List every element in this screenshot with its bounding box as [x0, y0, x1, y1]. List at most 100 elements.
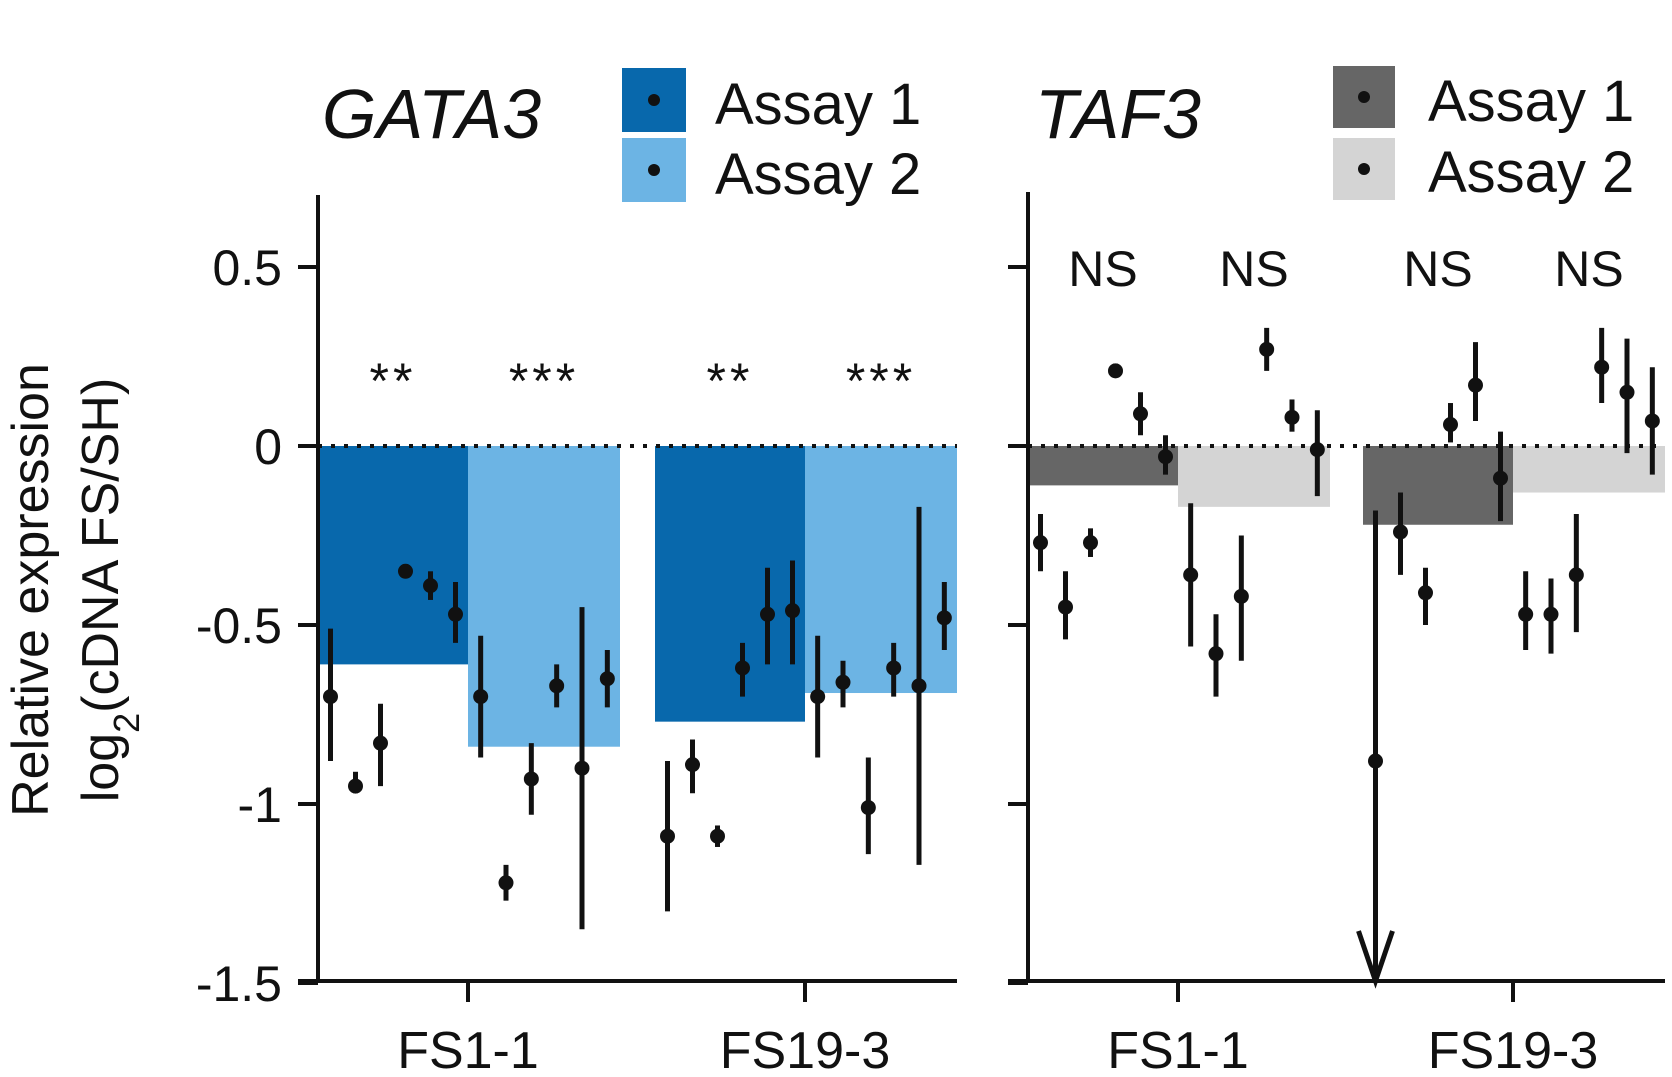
points-gata3: [323, 506, 952, 930]
data-point: [448, 606, 463, 622]
y-tick-label: -1: [238, 777, 282, 833]
data-point: [1284, 409, 1300, 425]
data-point: [835, 674, 851, 690]
significance-label: NS: [1219, 241, 1288, 297]
data-point: [1208, 646, 1224, 662]
data-point: [710, 828, 725, 844]
bar-fs1-1-assay-2: [468, 446, 620, 747]
data-point: [1418, 585, 1433, 601]
data-point: [1468, 377, 1483, 393]
significance-label: ***: [509, 353, 579, 409]
legend-gata3: Assay 1 Assay 2: [622, 68, 921, 207]
x-tick-label: FS1-1: [397, 1022, 539, 1077]
data-point: [760, 606, 775, 622]
legend-label-assay-2: Assay 2: [1428, 140, 1634, 205]
data-point: [1493, 470, 1508, 486]
bar-fs19-3-assay-2: [805, 446, 957, 694]
data-point: [1543, 606, 1559, 622]
significance-label: NS: [1554, 241, 1623, 297]
data-point: [860, 800, 876, 816]
data-point: [498, 875, 514, 891]
y-tick-label: 0.5: [212, 240, 282, 296]
data-point: [323, 689, 338, 705]
legend-label-assay-2: Assay 2: [715, 142, 921, 207]
data-point: [1309, 442, 1325, 458]
bars-taf3: [1028, 446, 1665, 525]
data-point: [1393, 524, 1408, 540]
x-tick-labels-taf3: FS1-1 FS19-3: [1107, 1022, 1598, 1077]
data-point: [1183, 567, 1199, 583]
data-point: [523, 771, 539, 787]
data-point: [1568, 567, 1584, 583]
legend-marker-assay-1: [648, 94, 660, 106]
bar-fs19-3-assay-1: [655, 446, 805, 722]
data-point: [599, 671, 615, 687]
data-point: [348, 778, 363, 794]
data-point: [1518, 606, 1534, 622]
significance-gata3: ** *** ** ***: [370, 353, 916, 409]
data-point: [735, 660, 750, 676]
legend-marker-assay-2: [648, 164, 660, 176]
data-point: [1158, 449, 1173, 465]
legend-taf3: Assay 1 Assay 2: [1333, 66, 1634, 205]
data-point: [473, 689, 489, 705]
data-point: [574, 760, 590, 776]
data-point: [886, 660, 902, 676]
bars-gata3: [318, 446, 957, 747]
y-axis-label-line1: Relative expression: [2, 363, 60, 817]
y-axis-label-line2: log2(cDNA FS/SH): [72, 378, 147, 803]
y-axis-label: Relative expression log2(cDNA FS/SH): [2, 363, 147, 817]
significance-label: NS: [1403, 241, 1472, 297]
y-tick-label: 0: [254, 419, 282, 475]
panel-title-taf3: TAF3: [1035, 75, 1201, 153]
axes-gata3: [298, 195, 957, 1002]
data-point: [685, 757, 700, 773]
data-point: [1033, 535, 1048, 551]
data-point: [785, 603, 800, 619]
panel-gata3: GATA3 Assay 1 Assay 2 0.5 0 -0.5 -1 -1.5…: [196, 68, 957, 1077]
data-point: [1233, 588, 1249, 604]
axes-taf3: [1008, 192, 1665, 1002]
x-tick-labels-gata3: FS1-1 FS19-3: [397, 1022, 890, 1077]
data-point: [398, 563, 413, 579]
legend-label-assay-1: Assay 1: [1428, 69, 1634, 134]
data-point: [1083, 535, 1098, 551]
significance-label: NS: [1068, 241, 1137, 297]
legend-label-assay-1: Assay 1: [715, 72, 921, 137]
data-point: [373, 735, 388, 751]
data-point: [1644, 413, 1660, 429]
ylabel-subscript: 2: [106, 713, 147, 733]
bar-fs1-1-assay-1: [1028, 446, 1178, 486]
bar-fs1-1-assay-1: [318, 446, 468, 665]
x-tick-label: FS1-1: [1107, 1022, 1249, 1077]
x-tick-label: FS19-3: [1428, 1022, 1599, 1077]
points-taf3: [1033, 327, 1660, 989]
data-point: [1058, 599, 1073, 615]
y-tick-label: -0.5: [196, 598, 282, 654]
y-tick-labels: 0.5 0 -0.5 -1 -1.5: [196, 240, 282, 1012]
data-point: [549, 678, 565, 694]
x-tick-label: FS19-3: [720, 1022, 891, 1077]
data-point: [810, 689, 826, 705]
data-point: [1594, 359, 1610, 375]
data-point: [1443, 417, 1458, 433]
ylabel-log-text: log: [72, 733, 130, 802]
data-point: [1259, 341, 1275, 357]
data-point: [660, 828, 675, 844]
significance-label: **: [370, 353, 417, 409]
bar-fs19-3-assay-2: [1513, 446, 1665, 493]
ylabel-rest-text: (cDNA FS/SH): [72, 378, 130, 713]
significance-label: ***: [846, 353, 916, 409]
panel-title-gata3: GATA3: [322, 75, 541, 153]
data-point: [1619, 384, 1635, 400]
data-point: [1368, 753, 1383, 769]
significance-taf3: NS NS NS NS: [1068, 241, 1623, 297]
bar-fs1-1-assay-2: [1178, 446, 1330, 507]
bar-fs19-3-assay-1: [1363, 446, 1513, 525]
data-point: [911, 678, 927, 694]
data-point: [1133, 406, 1148, 422]
data-point: [936, 610, 952, 626]
panel-taf3: TAF3 Assay 1 Assay 2 NS NS NS NS FS1-1 FS19-…: [1008, 66, 1665, 1077]
y-tick-label: -1.5: [196, 956, 282, 1012]
